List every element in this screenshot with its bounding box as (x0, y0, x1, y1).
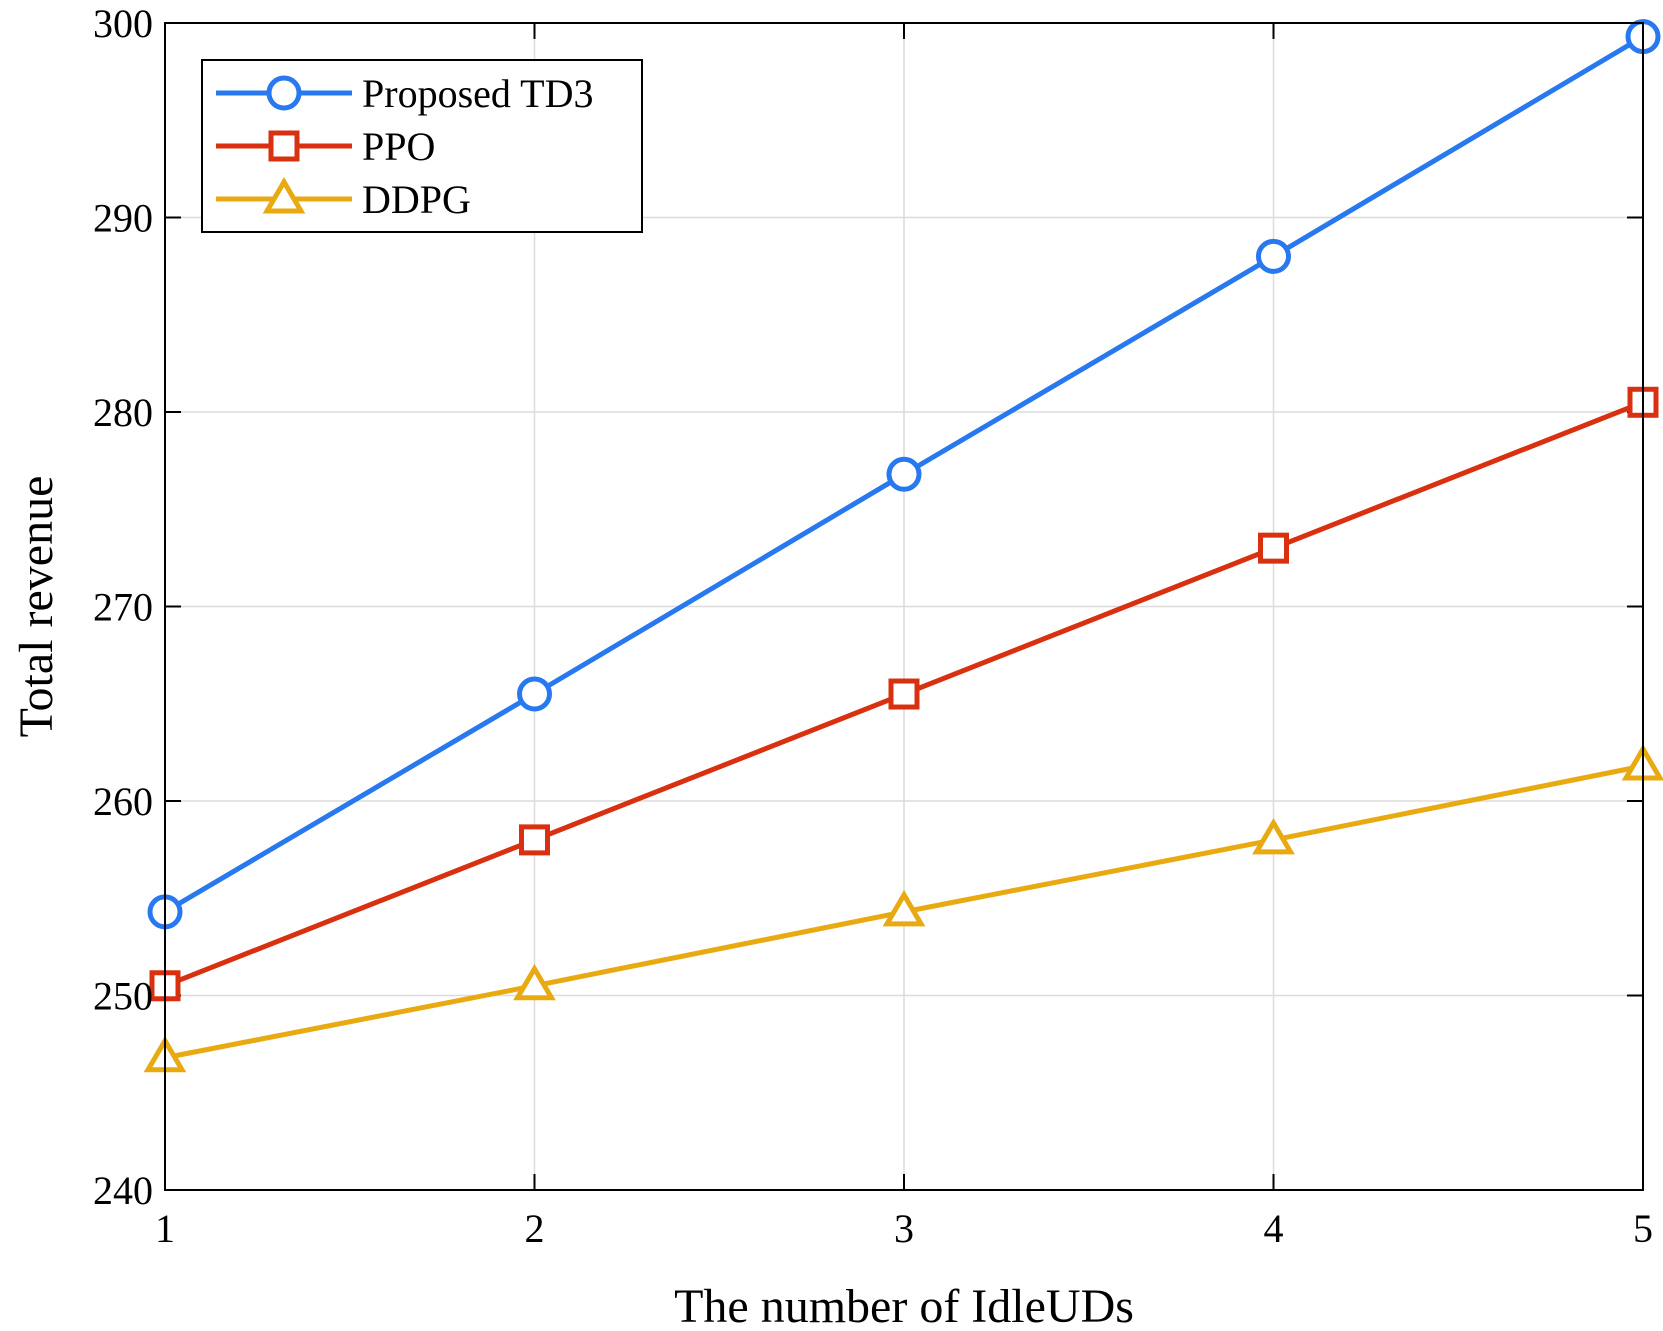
legend-entry: Proposed TD3 (216, 71, 593, 116)
legend-label: PPO (362, 124, 435, 169)
x-tick-label: 1 (155, 1206, 175, 1251)
plot-area-frame (164, 22, 1644, 1191)
y-axis-label: Total revenue (10, 476, 63, 738)
tick-labels: 1 2 3 4 5 240 250 260 270 280 290 300 (93, 1, 1653, 1251)
data-point-triangle (882, 889, 926, 927)
y-tick-label: 250 (93, 974, 153, 1019)
x-tick-label: 4 (1264, 1206, 1284, 1251)
data-point-triangle (513, 963, 556, 1001)
legend-marker (262, 177, 306, 214)
legend-label: DDPG (362, 177, 471, 222)
data-point-square (519, 824, 550, 856)
y-tick-label: 240 (93, 1168, 153, 1213)
data-point-circle (517, 676, 552, 712)
series-proposed-td3 (147, 19, 1661, 930)
y-tick-label: 260 (93, 779, 153, 824)
legend-entry: PPO (216, 124, 435, 169)
y-tick-label: 300 (93, 1, 153, 46)
legend: Proposed TD3 PPO DDPG (201, 59, 643, 233)
x-tick-label: 3 (894, 1206, 914, 1251)
data-point-circle (1256, 238, 1291, 274)
y-tick-label: 270 (93, 585, 153, 630)
legend-entry: DDPG (216, 177, 471, 222)
y-tick-label: 280 (93, 390, 153, 435)
data-point-square (888, 678, 920, 710)
legend-label: Proposed TD3 (362, 71, 593, 116)
y-tick-label: 290 (93, 196, 153, 241)
data-point-triangle (1252, 817, 1295, 855)
data-point-square (1258, 532, 1289, 564)
x-tick-label: 5 (1633, 1206, 1653, 1251)
legend-marker (266, 75, 302, 111)
x-tick-label: 2 (525, 1206, 545, 1251)
legend-marker (268, 130, 300, 162)
data-point-circle (886, 456, 922, 492)
x-axis-label: The number of IdleUDs (674, 1280, 1134, 1331)
